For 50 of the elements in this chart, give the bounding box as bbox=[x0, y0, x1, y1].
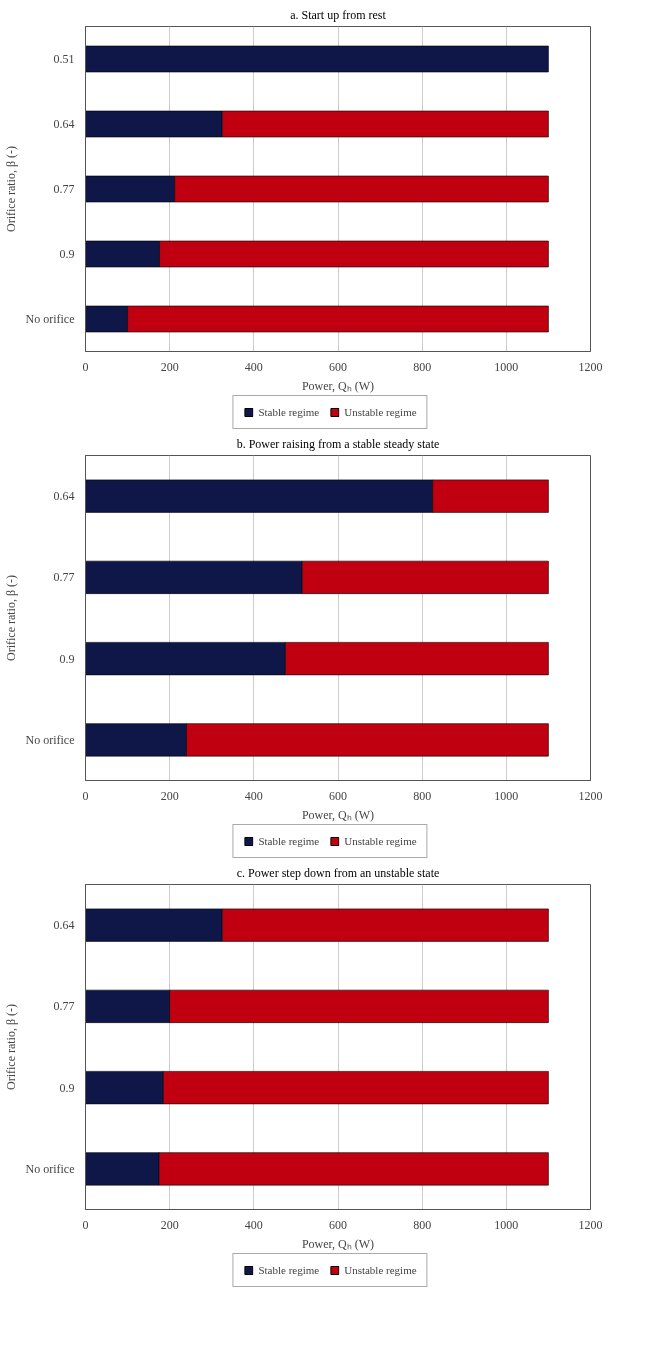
x-tick-label: 600 bbox=[329, 1217, 347, 1232]
legend-label: Stable regime bbox=[258, 1264, 320, 1276]
y-tick-label: No orifice bbox=[25, 1161, 75, 1176]
legend-label: Unstable regime bbox=[344, 406, 417, 418]
y-axis-title: Orifice ratio, β (-) bbox=[3, 145, 18, 233]
x-tick-label: 400 bbox=[244, 788, 263, 803]
y-tick-label: 0.9 bbox=[59, 651, 75, 666]
y-tick-label: 0.9 bbox=[59, 1080, 75, 1095]
legend-label: Stable regime bbox=[258, 835, 320, 847]
x-tick-label: 400 bbox=[244, 1217, 263, 1232]
chart-title: a. Start up from rest bbox=[290, 7, 387, 22]
legend-label: Unstable regime bbox=[344, 835, 417, 847]
x-tick-label: 800 bbox=[413, 359, 432, 374]
y-tick-label: 0.64 bbox=[53, 489, 75, 504]
x-tick-label: 1200 bbox=[578, 1217, 603, 1232]
x-tick-label: 1200 bbox=[578, 359, 603, 374]
y-axis-title: Orifice ratio, β (-) bbox=[3, 574, 18, 662]
legend-label: Stable regime bbox=[258, 406, 320, 418]
chart-title: b. Power raising from a stable steady state bbox=[236, 436, 440, 451]
x-tick-label: 800 bbox=[413, 788, 432, 803]
y-tick-label: 0.64 bbox=[53, 117, 75, 131]
x-tick-label: 600 bbox=[329, 788, 347, 803]
x-axis-title: Power, Qₕ (W) bbox=[301, 378, 375, 393]
x-tick-label: 0 bbox=[82, 788, 89, 803]
x-tick-label: 0 bbox=[82, 359, 89, 374]
y-tick-label: 0.64 bbox=[53, 918, 75, 933]
x-tick-label: 200 bbox=[160, 788, 179, 803]
y-tick-label: 0.9 bbox=[59, 247, 75, 261]
x-tick-label: 600 bbox=[329, 359, 347, 374]
y-tick-label: 0.77 bbox=[53, 570, 75, 585]
x-tick-label: 1000 bbox=[494, 359, 519, 374]
legend-label: Unstable regime bbox=[344, 1264, 417, 1276]
y-tick-label: 0.77 bbox=[53, 999, 75, 1014]
x-axis-title: Power, Qₕ (W) bbox=[301, 1236, 375, 1251]
x-tick-label: 1000 bbox=[494, 788, 519, 803]
x-tick-label: 1000 bbox=[494, 1217, 519, 1232]
x-axis-title: Power, Qₕ (W) bbox=[301, 807, 375, 822]
x-tick-label: 200 bbox=[160, 1217, 179, 1232]
x-tick-label: 0 bbox=[82, 1217, 89, 1232]
y-tick-label: No orifice bbox=[25, 732, 75, 747]
bar bbox=[85, 45, 549, 73]
chart-title: c. Power step down from an unstable state bbox=[236, 865, 440, 880]
y-tick-label: 0.77 bbox=[53, 182, 75, 196]
y-tick-label: No orifice bbox=[25, 312, 75, 326]
x-tick-label: 1200 bbox=[578, 788, 603, 803]
y-tick-label: 0.51 bbox=[53, 52, 75, 66]
x-tick-label: 800 bbox=[413, 1217, 432, 1232]
x-tick-label: 400 bbox=[244, 359, 263, 374]
y-axis-title: Orifice ratio, β (-) bbox=[3, 1003, 18, 1091]
x-tick-label: 200 bbox=[160, 359, 179, 374]
